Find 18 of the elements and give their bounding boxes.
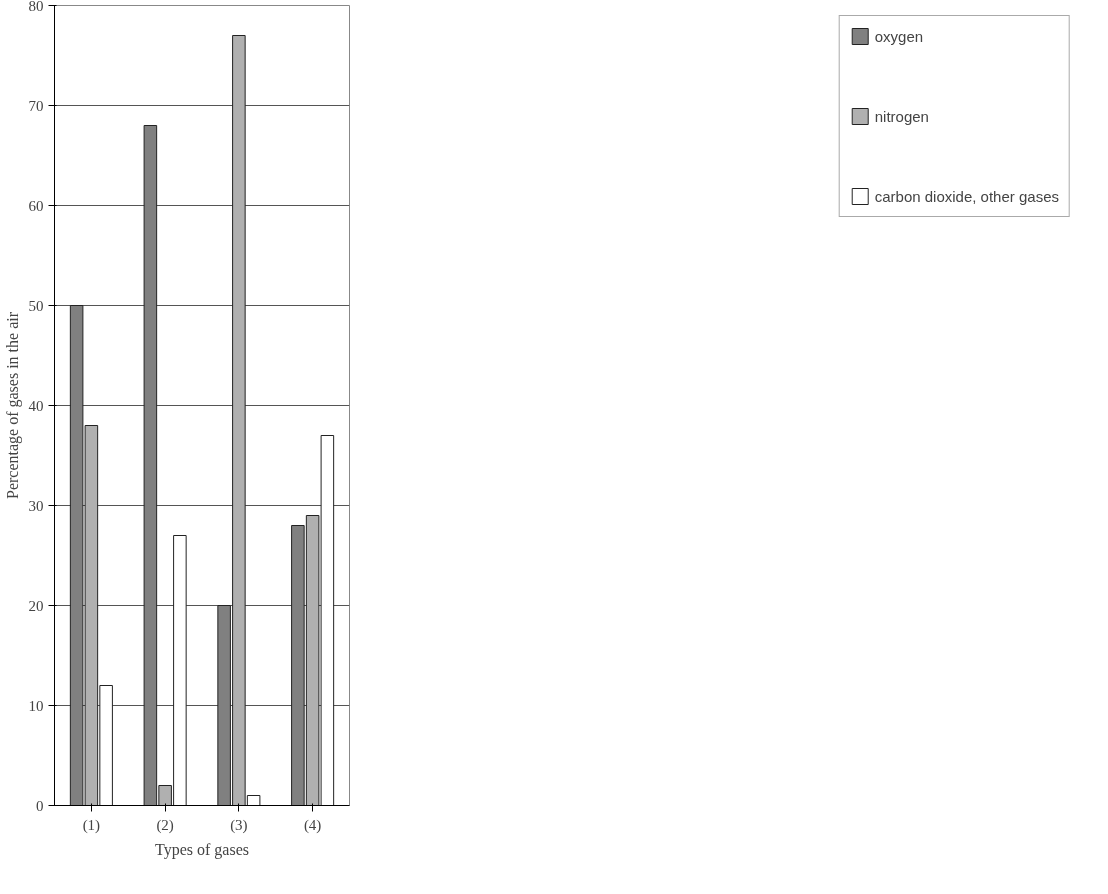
y-tick-label: 50 xyxy=(28,297,44,314)
x-tick-label: (2) xyxy=(156,816,174,834)
y-axis-title: Percentage of gases in the air xyxy=(3,311,22,500)
x-tick-label: (4) xyxy=(303,816,322,834)
y-tick-label: 60 xyxy=(28,197,44,214)
x-tick-label: (1) xyxy=(82,816,101,834)
legend-label: carbon dioxide, other gases xyxy=(874,187,1059,205)
x-axis-title: Types of gases xyxy=(155,840,249,859)
y-tick-label: 80 xyxy=(28,0,44,14)
y-tick-label: 40 xyxy=(28,397,44,414)
legend-label: oxygen xyxy=(874,27,924,45)
y-tick-label: 0 xyxy=(36,797,44,814)
y-tick-label: 10 xyxy=(28,697,44,714)
y-tick-label: 20 xyxy=(28,597,44,614)
x-tick-label: (3) xyxy=(230,816,248,834)
y-tick-label: 70 xyxy=(28,97,44,114)
y-tick-label: 30 xyxy=(28,497,44,514)
legend-label: nitrogen xyxy=(874,107,929,125)
